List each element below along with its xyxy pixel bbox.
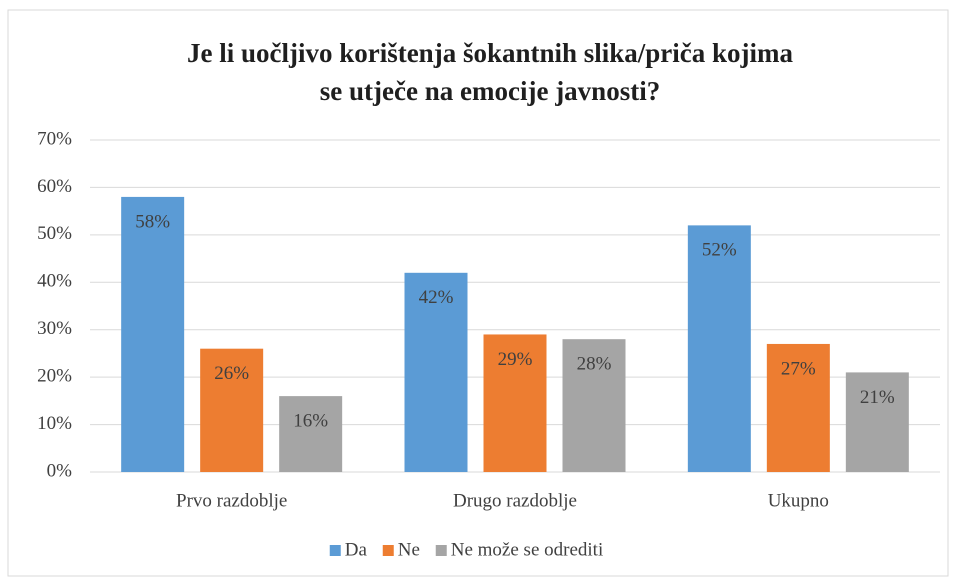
legend-swatch bbox=[382, 545, 394, 556]
data-label: 16% bbox=[293, 410, 328, 431]
y-tick-label: 30% bbox=[37, 318, 72, 339]
data-label: 29% bbox=[498, 349, 533, 370]
bar bbox=[562, 339, 626, 472]
y-tick-label: 0% bbox=[47, 460, 73, 481]
data-label: 42% bbox=[419, 287, 454, 308]
bar bbox=[483, 334, 547, 472]
x-tick-label: Drugo razdoblje bbox=[453, 490, 577, 511]
y-tick-label: 50% bbox=[37, 223, 72, 244]
y-tick-label: 20% bbox=[37, 366, 72, 387]
y-tick-label: 40% bbox=[37, 271, 72, 292]
legend-swatch bbox=[329, 545, 341, 556]
bar bbox=[687, 225, 751, 472]
legend-label: Da bbox=[345, 539, 368, 560]
data-label: 26% bbox=[214, 363, 249, 384]
bar bbox=[766, 343, 830, 472]
data-label: 28% bbox=[577, 354, 612, 375]
bar bbox=[121, 196, 185, 472]
x-tick-label: Prvo razdoblje bbox=[176, 490, 287, 511]
chart-title: Je li uočljivo korištenja šokantnih slik… bbox=[187, 38, 794, 68]
bar bbox=[845, 372, 909, 472]
y-tick-label: 10% bbox=[37, 413, 72, 434]
data-label: 27% bbox=[781, 358, 816, 379]
bar bbox=[279, 396, 343, 472]
legend-swatch bbox=[435, 545, 447, 556]
x-tick-label: Ukupno bbox=[768, 490, 829, 511]
legend-label: Ne može se odrediti bbox=[451, 539, 603, 560]
chart-title: se utječe na emocije javnosti? bbox=[320, 76, 660, 106]
data-label: 58% bbox=[135, 211, 170, 232]
bar bbox=[404, 272, 468, 472]
data-label: 52% bbox=[702, 240, 737, 261]
legend-label: Ne bbox=[398, 539, 420, 560]
bar bbox=[200, 348, 264, 472]
y-tick-label: 70% bbox=[37, 128, 72, 149]
y-tick-label: 60% bbox=[37, 176, 72, 197]
data-label: 21% bbox=[860, 387, 895, 408]
